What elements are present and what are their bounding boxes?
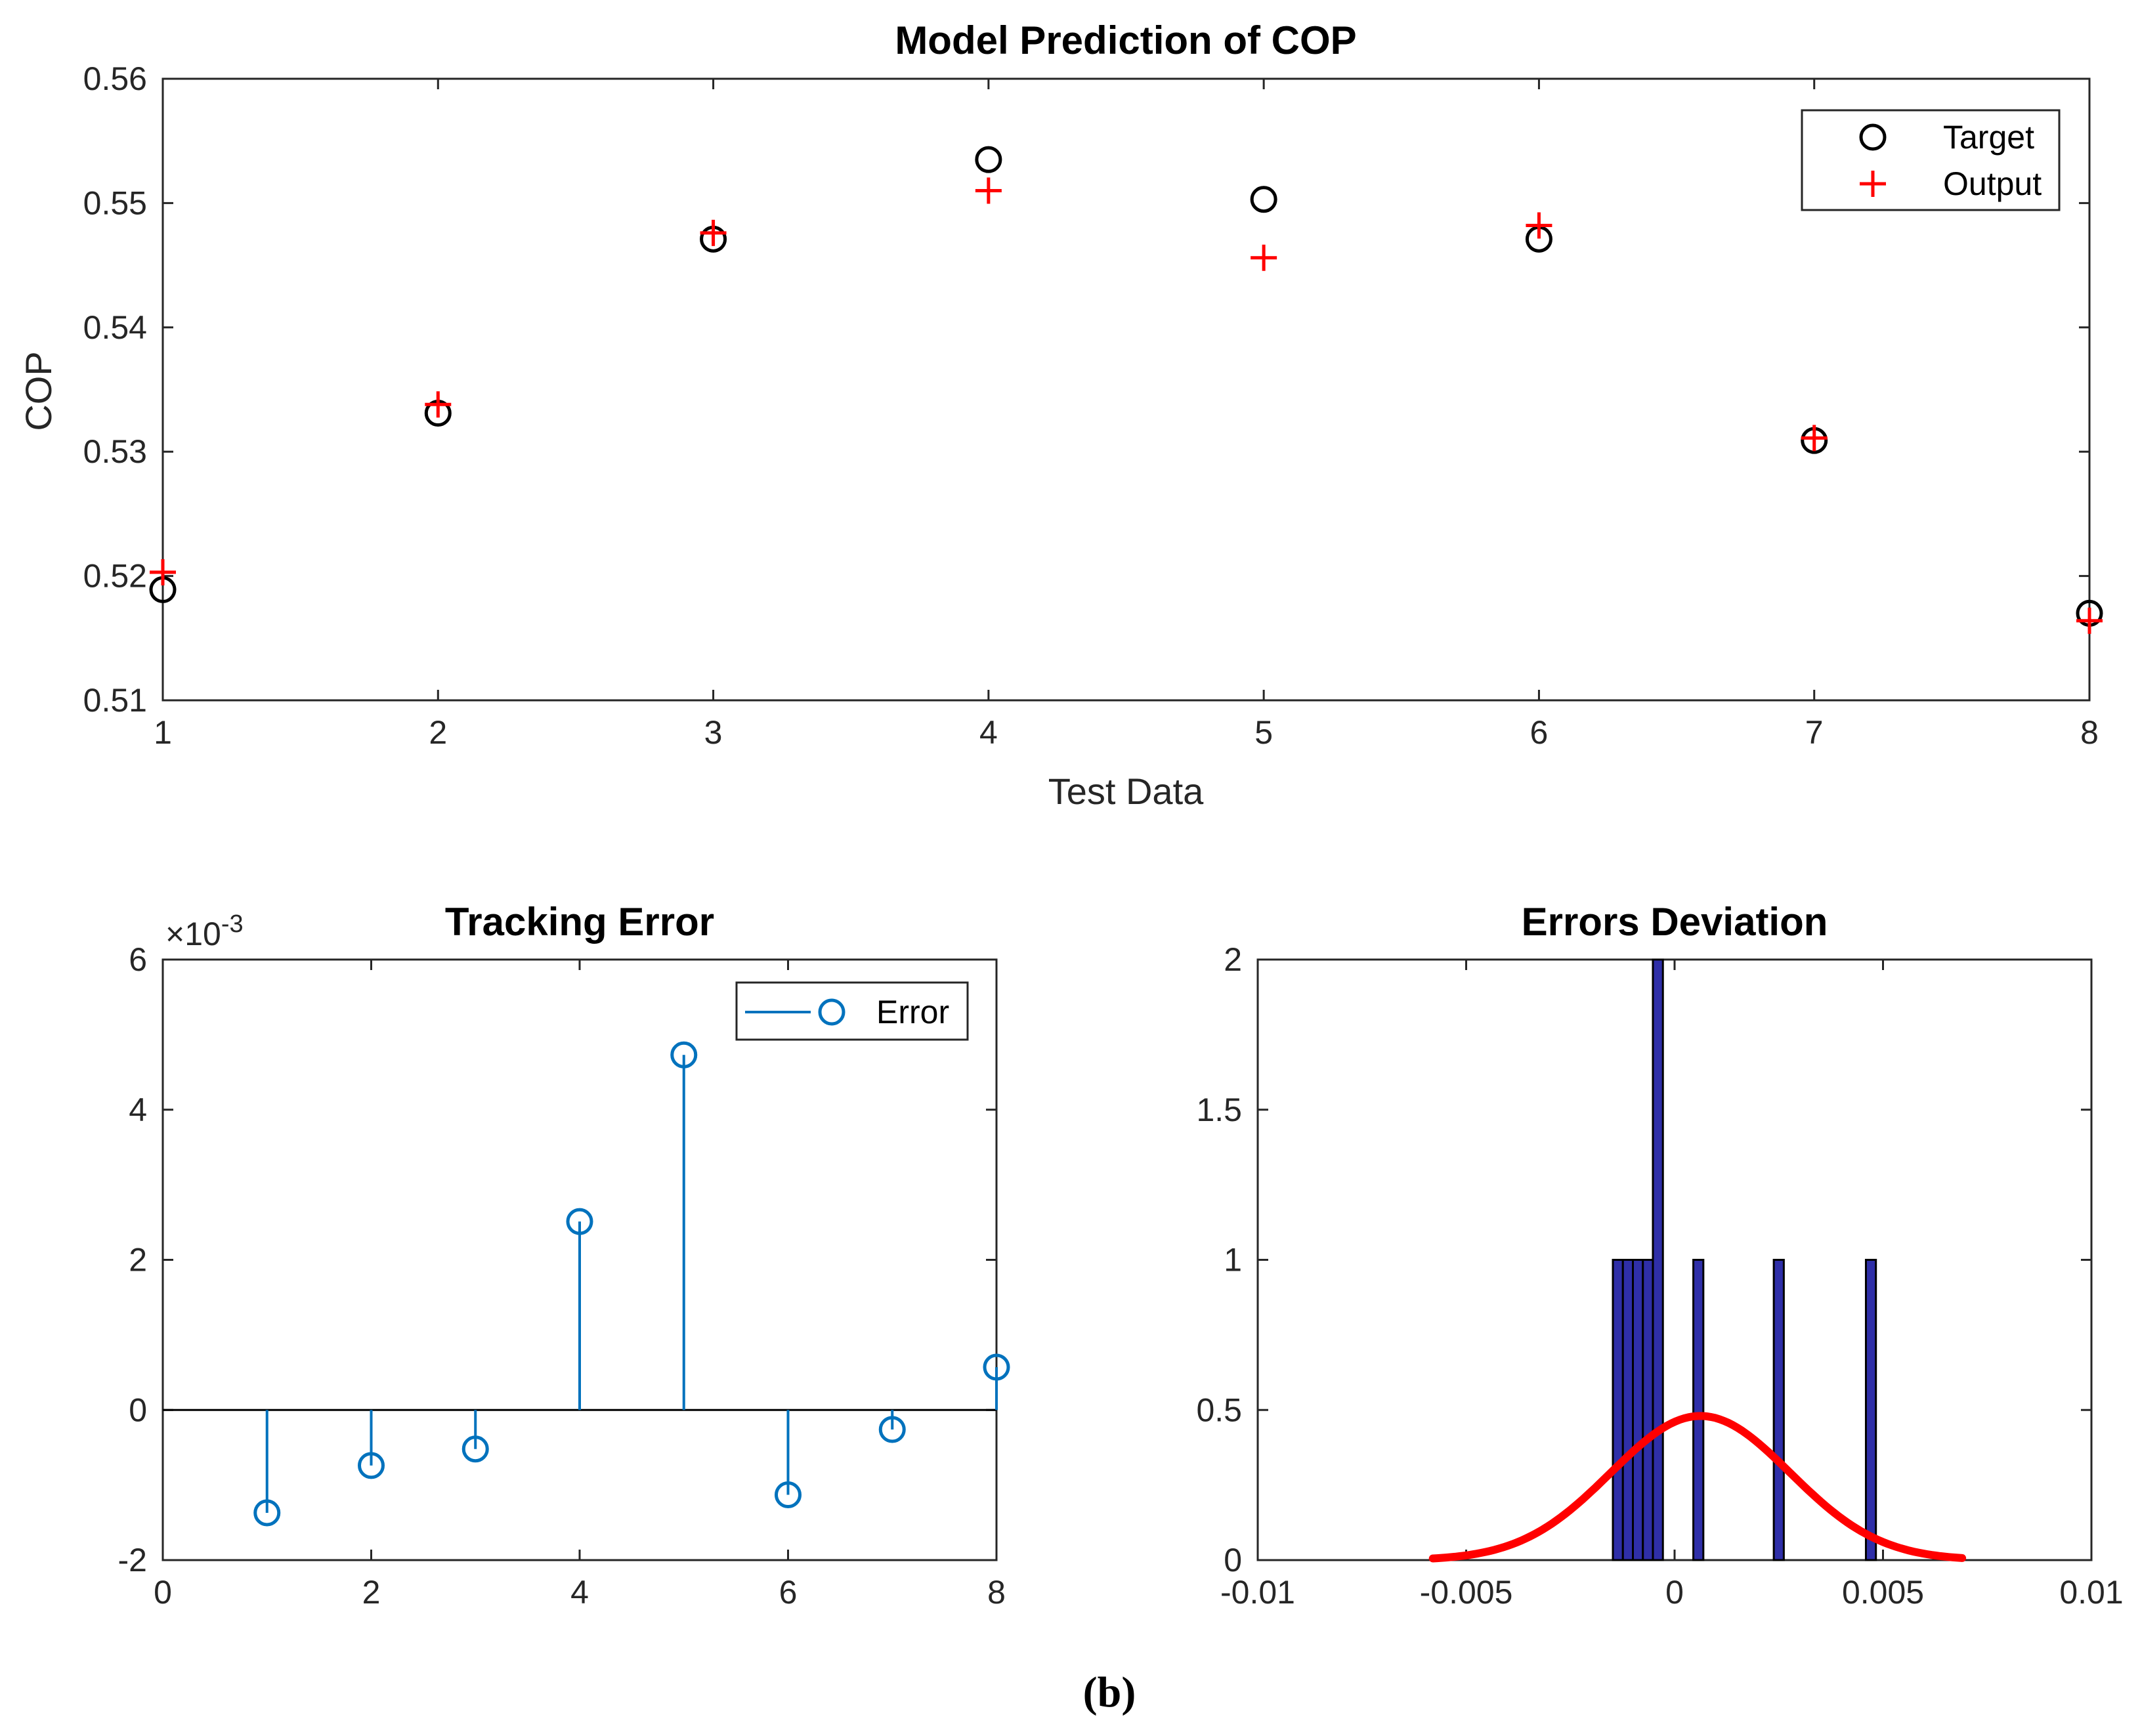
error-point bbox=[358, 1452, 385, 1479]
histogram-bar bbox=[1652, 958, 1664, 1561]
x-tick-label: 0.01 bbox=[2059, 1574, 2123, 1611]
output-point bbox=[1526, 212, 1552, 239]
x-tick-label: -0.005 bbox=[1420, 1574, 1513, 1611]
y-tick-label: 0.53 bbox=[83, 433, 147, 470]
deviation-y-ticks: 0 0.5 1 1.5 2 bbox=[1196, 941, 2091, 1578]
cop-plot-area bbox=[161, 77, 2091, 702]
y-tick-label: 0.5 bbox=[1196, 1391, 1242, 1428]
error-point bbox=[566, 1208, 593, 1235]
exponent-power: -3 bbox=[221, 910, 244, 938]
y-tick-label: 0 bbox=[129, 1391, 147, 1428]
legend-output-label: Output bbox=[1943, 165, 2042, 202]
x-tick-label: -0.01 bbox=[1220, 1574, 1295, 1611]
error-point bbox=[775, 1481, 802, 1508]
error-stems bbox=[253, 1041, 1010, 1527]
exponent-base: ×10 bbox=[165, 916, 221, 952]
y-tick-label: 4 bbox=[129, 1091, 147, 1128]
error-point bbox=[253, 1499, 281, 1527]
cop-chart-title: Model Prediction of COP bbox=[895, 18, 1356, 62]
legend-target-marker bbox=[1859, 123, 1887, 151]
histogram-bar bbox=[1632, 1259, 1644, 1561]
x-tick-label: 2 bbox=[362, 1574, 381, 1611]
legend-error-label: Error bbox=[876, 994, 949, 1030]
histogram-bar bbox=[1864, 1259, 1877, 1561]
x-tick-label: 7 bbox=[1805, 714, 1824, 751]
output-point bbox=[150, 559, 176, 585]
output-point bbox=[2076, 607, 2103, 634]
error-point bbox=[983, 1353, 1010, 1381]
y-tick-label: 0.52 bbox=[83, 558, 147, 595]
cop-y-ticks: 0.51 0.52 0.53 0.54 0.55 0.56 bbox=[83, 60, 2089, 719]
y-tick-label: 0.56 bbox=[83, 60, 147, 97]
error-x-ticks: 0 2 4 6 8 bbox=[154, 960, 1006, 1611]
target-point bbox=[975, 146, 1002, 173]
cop-x-ticks: 1 2 3 4 5 6 7 8 bbox=[154, 79, 2099, 751]
histogram-bar bbox=[1612, 1259, 1624, 1561]
x-tick-label: 1 bbox=[154, 714, 172, 751]
error-chart-title: Tracking Error bbox=[445, 900, 714, 944]
figure-caption: (b) bbox=[1083, 1668, 1136, 1716]
deviation-plot-area bbox=[1256, 958, 2093, 1561]
error-point bbox=[878, 1416, 906, 1443]
deviation-x-ticks: -0.01 -0.005 0 0.005 0.01 bbox=[1220, 960, 2124, 1611]
x-tick-label: 0 bbox=[154, 1574, 172, 1611]
legend-target-label: Target bbox=[1943, 119, 2034, 156]
errors-deviation-chart: Errors Deviation -0.01 -0.005 0 0.005 0.01 0… bbox=[1196, 900, 2123, 1611]
x-tick-label: 0 bbox=[1665, 1574, 1684, 1611]
y-tick-label: -2 bbox=[118, 1542, 147, 1578]
histogram-bar bbox=[1621, 1259, 1635, 1561]
histogram-bar bbox=[1642, 1259, 1654, 1561]
output-point bbox=[1801, 425, 1828, 452]
cop-legend: Target Output bbox=[1801, 109, 2061, 211]
error-point bbox=[670, 1041, 698, 1069]
error-exponent-label: ×10-3 bbox=[165, 910, 244, 952]
output-point bbox=[1251, 244, 1277, 271]
histogram-bar bbox=[1692, 1259, 1705, 1561]
y-tick-label: 0 bbox=[1224, 1542, 1242, 1578]
x-tick-label: 3 bbox=[704, 714, 723, 751]
histogram-bar bbox=[1772, 1259, 1785, 1561]
y-tick-label: 1 bbox=[1224, 1242, 1242, 1279]
x-tick-label: 5 bbox=[1254, 714, 1273, 751]
histogram-bars bbox=[1612, 958, 1877, 1561]
x-tick-label: 4 bbox=[570, 1574, 589, 1611]
y-tick-label: 2 bbox=[1224, 941, 1242, 978]
legend-error-marker bbox=[818, 998, 845, 1026]
y-tick-label: 0.55 bbox=[83, 184, 147, 221]
x-tick-label: 6 bbox=[779, 1574, 798, 1611]
deviation-chart-title: Errors Deviation bbox=[1522, 900, 1828, 944]
y-tick-label: 6 bbox=[129, 941, 147, 978]
legend-output-marker bbox=[1860, 171, 1886, 197]
cop-y-axis-label: COP bbox=[18, 351, 59, 431]
error-legend: Error bbox=[735, 981, 969, 1041]
output-point bbox=[425, 391, 452, 418]
error-point bbox=[461, 1435, 489, 1463]
x-tick-label: 2 bbox=[429, 714, 447, 751]
y-tick-label: 2 bbox=[129, 1242, 147, 1279]
x-tick-label: 0.005 bbox=[1842, 1574, 1924, 1611]
cop-legend-box bbox=[1801, 109, 2061, 211]
target-point bbox=[1250, 186, 1277, 213]
output-point bbox=[700, 219, 727, 246]
cop-x-axis-label: Test Data bbox=[1048, 771, 1204, 812]
output-series bbox=[150, 177, 2103, 634]
y-tick-label: 1.5 bbox=[1196, 1091, 1242, 1128]
output-point bbox=[975, 177, 1002, 204]
x-tick-label: 6 bbox=[1530, 714, 1549, 751]
x-tick-label: 8 bbox=[987, 1574, 1006, 1611]
error-y-ticks: -2 0 2 4 6 bbox=[118, 941, 996, 1578]
normal-fit-curve bbox=[1428, 1412, 1967, 1563]
y-tick-label: 0.54 bbox=[83, 309, 147, 346]
x-tick-label: 8 bbox=[2080, 714, 2099, 751]
x-tick-label: 4 bbox=[979, 714, 998, 751]
y-tick-label: 0.51 bbox=[83, 682, 147, 719]
